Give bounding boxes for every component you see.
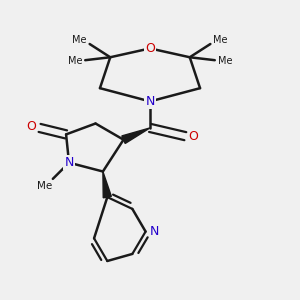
Text: Me: Me	[218, 56, 232, 66]
Text: O: O	[189, 130, 199, 143]
Text: O: O	[26, 120, 36, 133]
Text: N: N	[64, 156, 74, 169]
Text: Me: Me	[72, 35, 87, 45]
Text: N: N	[145, 95, 155, 108]
Polygon shape	[122, 128, 150, 143]
Text: Me: Me	[213, 35, 228, 45]
Text: O: O	[145, 42, 155, 55]
Text: N: N	[150, 225, 159, 238]
Polygon shape	[103, 172, 111, 198]
Text: Me: Me	[68, 56, 82, 66]
Text: Me: Me	[37, 181, 52, 191]
